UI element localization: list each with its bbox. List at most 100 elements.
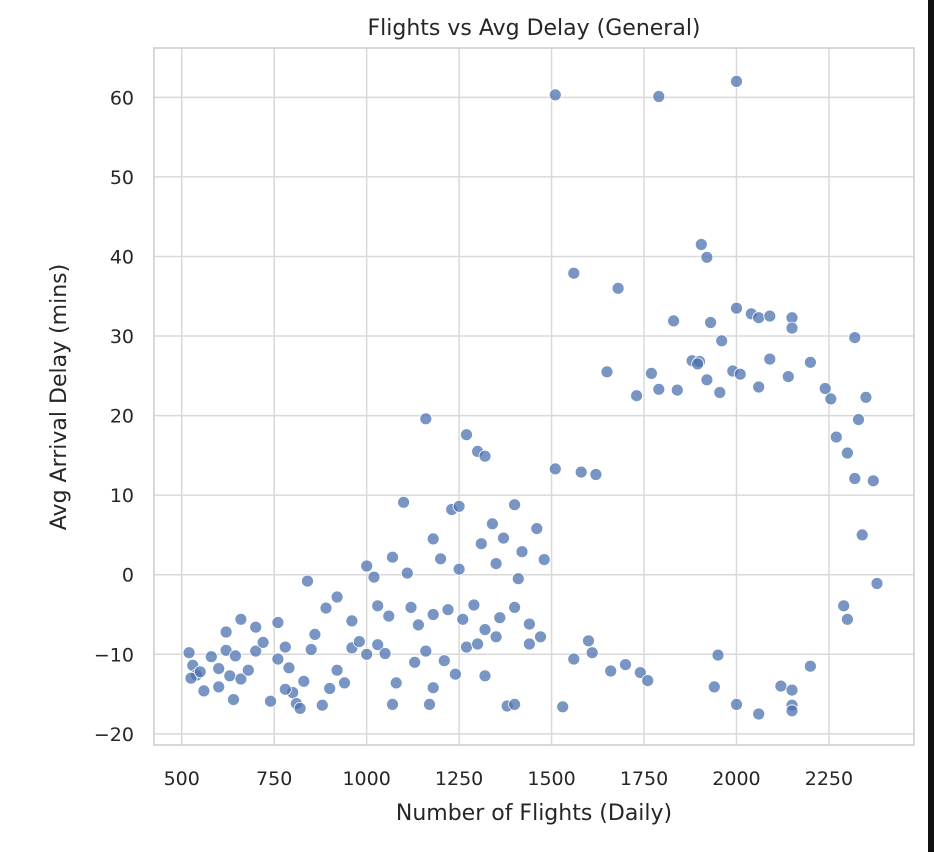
data-point (423, 698, 436, 711)
data-point (582, 634, 595, 648)
data-point (219, 643, 233, 657)
data-point (497, 531, 510, 545)
x-gridlines (180, 48, 830, 745)
data-point (619, 658, 632, 671)
data-point (730, 301, 743, 315)
data-point (456, 612, 470, 626)
data-point (485, 517, 499, 531)
data-point (241, 663, 255, 677)
x-tick-label: 1000 (342, 768, 390, 790)
y-axis-label: Avg Arrival Delay (mins) (47, 264, 72, 530)
data-point (448, 667, 462, 681)
data-point (426, 532, 440, 546)
data-point (841, 446, 854, 460)
y-gridlines (154, 96, 914, 735)
data-point (715, 334, 729, 348)
data-point (785, 683, 799, 697)
data-point (382, 609, 396, 623)
data-point (704, 316, 717, 329)
y-tick-label: −10 (94, 644, 134, 666)
data-point (730, 698, 743, 711)
data-point (234, 672, 248, 686)
data-point (848, 472, 862, 485)
data-point (319, 601, 333, 615)
data-point (752, 380, 766, 394)
data-point (330, 663, 344, 677)
window-edge (928, 0, 934, 852)
y-tick-label: 0 (122, 565, 134, 587)
data-point (297, 674, 311, 688)
data-point (352, 635, 366, 648)
data-point (301, 574, 314, 588)
x-axis-label: Number of Flights (Daily) (396, 801, 672, 826)
data-point (315, 698, 329, 712)
data-point (852, 413, 865, 427)
data-point (227, 693, 240, 706)
data-point (419, 412, 433, 426)
chart-title: Flights vs Avg Delay (General) (367, 16, 700, 41)
data-point (585, 646, 599, 660)
data-point (330, 590, 344, 604)
data-point (467, 598, 481, 612)
data-point (763, 352, 777, 366)
data-point (184, 671, 198, 685)
data-point (508, 498, 521, 512)
data-point (278, 640, 292, 654)
data-point (212, 662, 226, 675)
data-point (338, 676, 351, 690)
data-point (534, 630, 547, 644)
data-point (515, 545, 529, 559)
data-point (652, 382, 666, 396)
data-point (228, 649, 242, 663)
data-point (478, 669, 492, 683)
data-point (730, 75, 743, 88)
data-point (323, 682, 337, 695)
x-tick-label: 2000 (712, 768, 760, 790)
data-point (523, 617, 536, 631)
data-point (411, 618, 425, 632)
data-point (249, 644, 263, 658)
data-point (426, 681, 440, 695)
data-point (600, 365, 614, 379)
x-tick-label: 750 (256, 768, 292, 790)
y-tick-label: 30 (110, 326, 134, 348)
data-point (870, 577, 884, 590)
data-point (278, 682, 292, 696)
data-point (271, 652, 285, 666)
data-point (523, 637, 536, 651)
data-point (633, 666, 647, 679)
data-point (508, 601, 521, 614)
x-tick-labels: 500 750 1000 1250 1500 1750 2000 2250 (164, 768, 854, 790)
data-point (400, 566, 414, 580)
data-point (474, 537, 488, 551)
data-point (389, 676, 403, 690)
data-point (386, 550, 399, 564)
data-point (652, 90, 666, 103)
data-point (478, 449, 492, 463)
data-point (804, 659, 817, 673)
data-points (182, 75, 884, 721)
data-point (785, 321, 799, 335)
y-tick-labels: −20 −10 0 10 20 30 40 50 60 (94, 87, 134, 746)
data-point (219, 625, 233, 639)
data-point (256, 636, 270, 649)
data-point (567, 652, 581, 666)
data-point (478, 623, 492, 636)
data-point (426, 608, 440, 621)
data-point (781, 370, 795, 384)
data-point (604, 664, 618, 678)
data-point (829, 430, 843, 444)
data-point (700, 250, 714, 264)
data-point (548, 462, 562, 476)
data-point (752, 707, 766, 721)
data-point (204, 650, 218, 664)
data-point (489, 557, 503, 570)
data-point (223, 669, 237, 683)
data-point (434, 552, 448, 566)
data-point (489, 630, 503, 644)
data-point (641, 674, 655, 687)
data-point (866, 474, 880, 488)
data-point (589, 468, 603, 481)
data-point (837, 599, 851, 613)
